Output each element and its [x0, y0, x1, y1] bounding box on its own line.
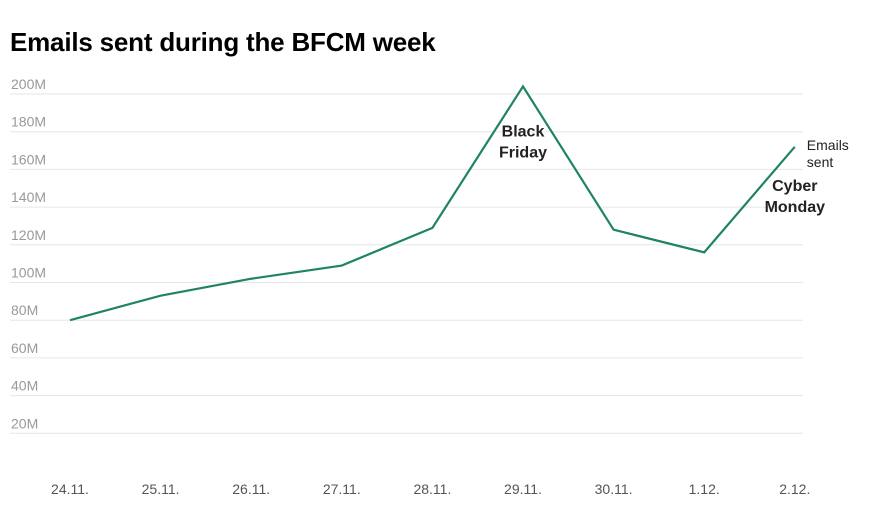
x-tick-label: 25.11.	[142, 481, 180, 497]
x-tick-label: 26.11.	[232, 481, 270, 497]
x-tick-label: 24.11.	[51, 481, 89, 497]
y-tick-label: 20M	[11, 415, 38, 431]
series-group: Emails sent	[69, 84, 849, 322]
gridlines	[10, 93, 803, 434]
annotation-label: Black Friday	[499, 123, 547, 161]
y-tick-label: 200M	[11, 76, 46, 92]
series-line	[69, 84, 796, 322]
annotation-label: Cyber Monday	[765, 178, 826, 216]
y-tick-label: 140M	[11, 189, 46, 205]
y-tick-label: 120M	[11, 227, 46, 243]
y-tick-label: 40M	[11, 378, 38, 394]
x-tick-label: 2.12.	[779, 481, 810, 497]
x-tick-label: 1.12.	[689, 481, 720, 497]
y-tick-label: 160M	[11, 151, 46, 167]
y-tick-label: 180M	[11, 114, 46, 130]
x-tick-label: 29.11.	[504, 481, 542, 497]
y-axis-ticks: 20M 40M 60M 80M 100M 120M 140M 160M 180M 200M	[11, 76, 46, 431]
y-tick-label: 80M	[11, 302, 38, 318]
x-tick-label: 28.11.	[413, 481, 451, 497]
y-tick-label: 100M	[11, 265, 46, 281]
annotations: Black Friday Cyber Monday	[499, 123, 825, 215]
x-tick-label: 30.11.	[595, 481, 633, 497]
chart-title: Emails sent during the BFCM week	[10, 27, 436, 57]
series-label: Emails sent	[807, 137, 849, 170]
x-axis-ticks: 24.11. 25.11. 26.11. 27.11. 28.11. 29.11. 30.1…	[51, 481, 810, 497]
x-tick-label: 27.11.	[323, 481, 361, 497]
y-tick-label: 60M	[11, 340, 38, 356]
